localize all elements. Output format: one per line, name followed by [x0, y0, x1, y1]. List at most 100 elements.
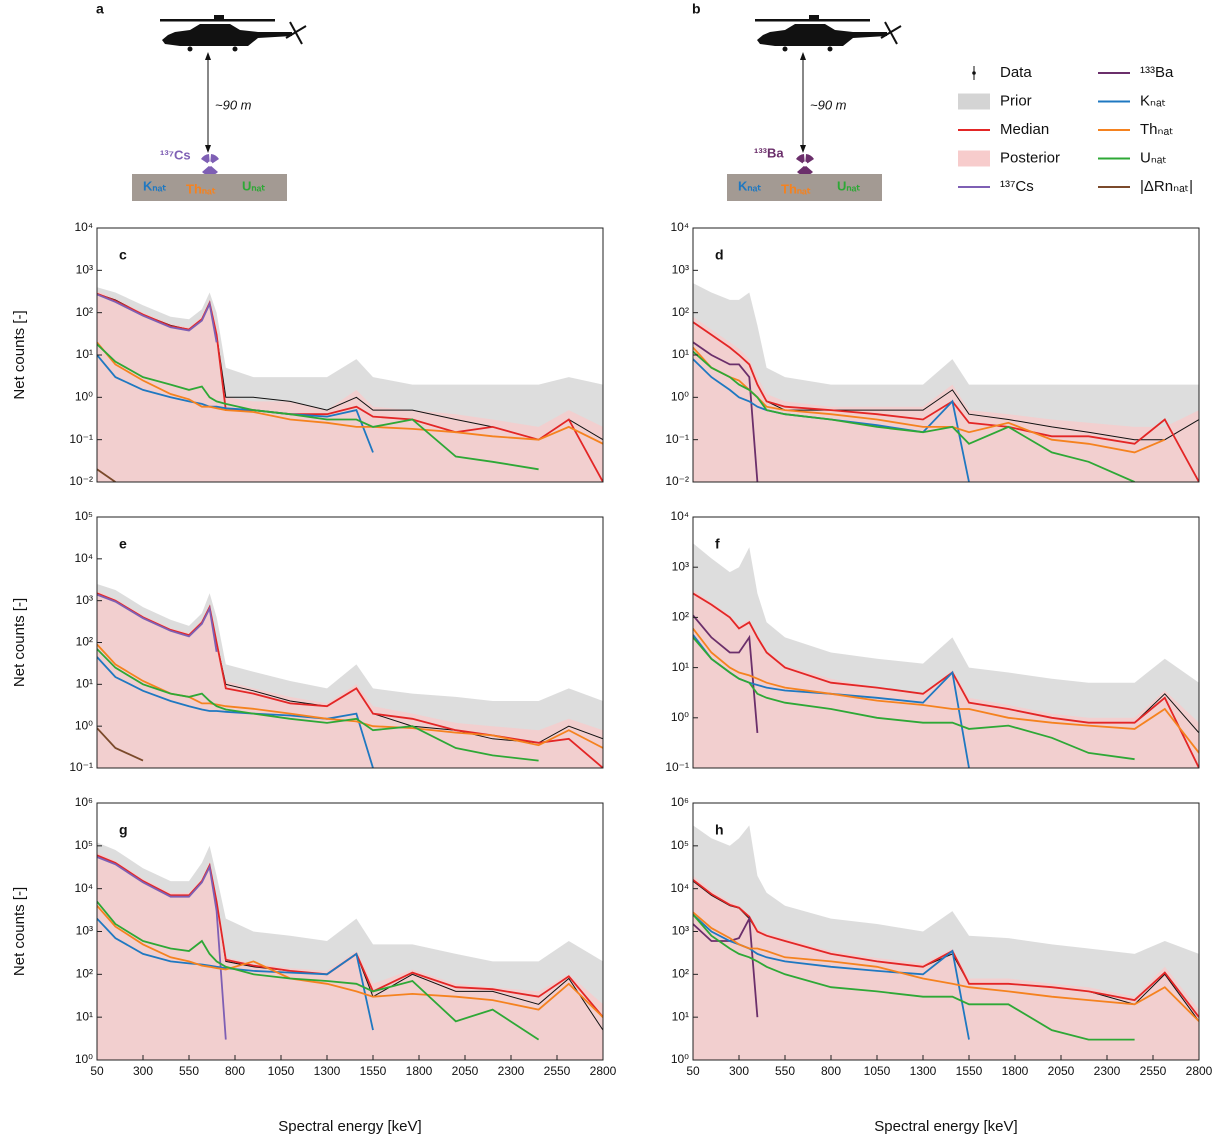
series-line	[97, 901, 540, 1041]
x-tick-label: 2050	[452, 1064, 479, 1078]
legend-label: Prior	[1000, 92, 1032, 109]
series-line	[693, 346, 1166, 454]
panel-label: d	[715, 247, 724, 263]
chart: 10⁰ 10¹ 10² 10³ 10⁴ 10⁵ 10⁶ 50 300 550 800 1050 1300…	[670, 795, 1212, 1135]
x-tick-label: 2800	[1186, 1064, 1213, 1078]
y-tick-label: 10¹	[672, 1009, 689, 1023]
series-line	[693, 913, 970, 1040]
chart: 10⁻² 10⁻¹ 10⁰ 10¹ 10² 10³ 10⁴ c Net counts [-]	[11, 220, 604, 488]
x-tick-label: 1300	[314, 1064, 341, 1078]
y-tick-label: 10⁻²	[69, 474, 93, 488]
y-tick-label: 10³	[76, 263, 93, 277]
series-line	[97, 917, 374, 1031]
y-tick-label: 10⁰	[75, 390, 93, 404]
y-tick-label: 10²	[672, 305, 689, 319]
y-tick-label: 10⁵	[75, 509, 93, 523]
y-tick-label: 10⁻¹	[665, 760, 689, 774]
y-tick-label: 10⁰	[75, 1052, 93, 1066]
x-tick-label: 800	[821, 1064, 841, 1078]
y-tick-label: 10⁴	[74, 881, 93, 895]
x-tick-label: 1550	[360, 1064, 387, 1078]
panel-label: g	[119, 822, 128, 838]
x-axis-title: Spectral energy [keV]	[278, 1118, 421, 1135]
ground-k: Kₙₐₜ	[143, 178, 166, 193]
y-tick-label: 10⁻¹	[665, 432, 689, 446]
legend: Data Prior Median Posterior ¹³⁷Cs ¹³³Ba Kₙₐₜ Th…	[958, 64, 1193, 195]
legend-label: Thₙₐₜ	[1140, 121, 1174, 138]
y-tick-label: 10⁰	[671, 390, 689, 404]
series-line	[97, 856, 227, 1040]
plot-area	[97, 287, 603, 482]
x-tick-label: 2800	[590, 1064, 617, 1078]
ground-u: Uₙₐₜ	[242, 178, 265, 193]
panel-label: h	[715, 822, 724, 838]
y-tick-label: 10²	[76, 967, 93, 981]
series-line	[97, 648, 539, 762]
series-line	[693, 321, 1199, 482]
y-tick-label: 10⁴	[74, 551, 93, 565]
x-tick-label: 2050	[1048, 1064, 1075, 1078]
chart: 10⁻¹ 10⁰ 10¹ 10² 10³ 10⁴ f	[665, 509, 1200, 774]
chart: 10⁻¹ 10⁰ 10¹ 10² 10³ 10⁴ 10⁵ e Net counts [-]	[11, 509, 604, 774]
legend-label: Data	[1000, 64, 1032, 81]
x-tick-label: 2300	[1094, 1064, 1121, 1078]
series-line	[97, 905, 603, 1018]
x-tick-label: 550	[775, 1064, 795, 1078]
x-axis-title: Spectral energy [keV]	[874, 1118, 1017, 1135]
radiation-icon	[796, 154, 814, 176]
x-tick-label: 300	[729, 1064, 749, 1078]
x-tick-label: 1050	[864, 1064, 891, 1078]
panel-label: a	[96, 1, 104, 17]
y-tick-label: 10⁰	[671, 1052, 689, 1066]
y-tick-label: 10⁴	[670, 220, 689, 234]
y-tick-label: 10⁵	[671, 838, 689, 852]
x-tick-label: 2550	[1140, 1064, 1167, 1078]
x-tick-label: 1050	[268, 1064, 295, 1078]
plot-area	[693, 543, 1199, 768]
y-axis-title: Net counts [-]	[11, 598, 28, 687]
x-tick-label: 300	[133, 1064, 153, 1078]
plot-area	[693, 283, 1199, 482]
y-axis-title: Net counts [-]	[11, 310, 28, 399]
source: ¹³³Ba	[754, 145, 784, 160]
band	[97, 591, 603, 768]
y-tick-label: 10¹	[76, 1009, 93, 1023]
chart: 10⁻² 10⁻¹ 10⁰ 10¹ 10² 10³ 10⁴ d	[665, 220, 1200, 488]
series-line	[97, 593, 218, 652]
y-tick-label: 10³	[672, 263, 689, 277]
y-tick-label: 10⁵	[75, 838, 93, 852]
y-axis-title: Net counts [-]	[11, 887, 28, 976]
x-tick-label: 50	[90, 1064, 104, 1078]
y-tick-label: 10²	[672, 610, 689, 624]
y-tick-label: 10³	[76, 593, 93, 607]
series-line	[97, 727, 144, 762]
ground	[132, 174, 287, 201]
y-tick-label: 10⁶	[75, 795, 93, 809]
x-tick-label: 50	[686, 1064, 700, 1078]
band	[693, 875, 1199, 1060]
legend-swatch	[958, 93, 990, 110]
ground-u: Uₙₐₜ	[837, 178, 860, 193]
plot-area	[97, 584, 603, 768]
x-tick-label: 1800	[1002, 1064, 1029, 1078]
altitude: ~90 m	[810, 97, 847, 112]
legend-label: |ΔRnₙₐₜ|	[1140, 178, 1193, 195]
y-tick-label: 10⁴	[670, 881, 689, 895]
y-tick-label: 10²	[76, 305, 93, 319]
legend-swatch	[972, 71, 976, 75]
series-line	[693, 341, 759, 482]
y-tick-label: 10⁻¹	[69, 760, 93, 774]
series-line	[693, 915, 759, 1018]
y-tick-label: 10¹	[672, 660, 689, 674]
x-tick-label: 1800	[406, 1064, 433, 1078]
series-line	[693, 627, 1199, 754]
y-tick-label: 10⁰	[75, 718, 93, 732]
series-line	[97, 343, 539, 471]
x-tick-label: 1550	[956, 1064, 983, 1078]
y-tick-label: 10⁻¹	[69, 432, 93, 446]
legend-swatch	[958, 150, 990, 167]
series-line	[693, 614, 759, 733]
panel-label: f	[715, 536, 720, 552]
series-line	[97, 293, 218, 343]
